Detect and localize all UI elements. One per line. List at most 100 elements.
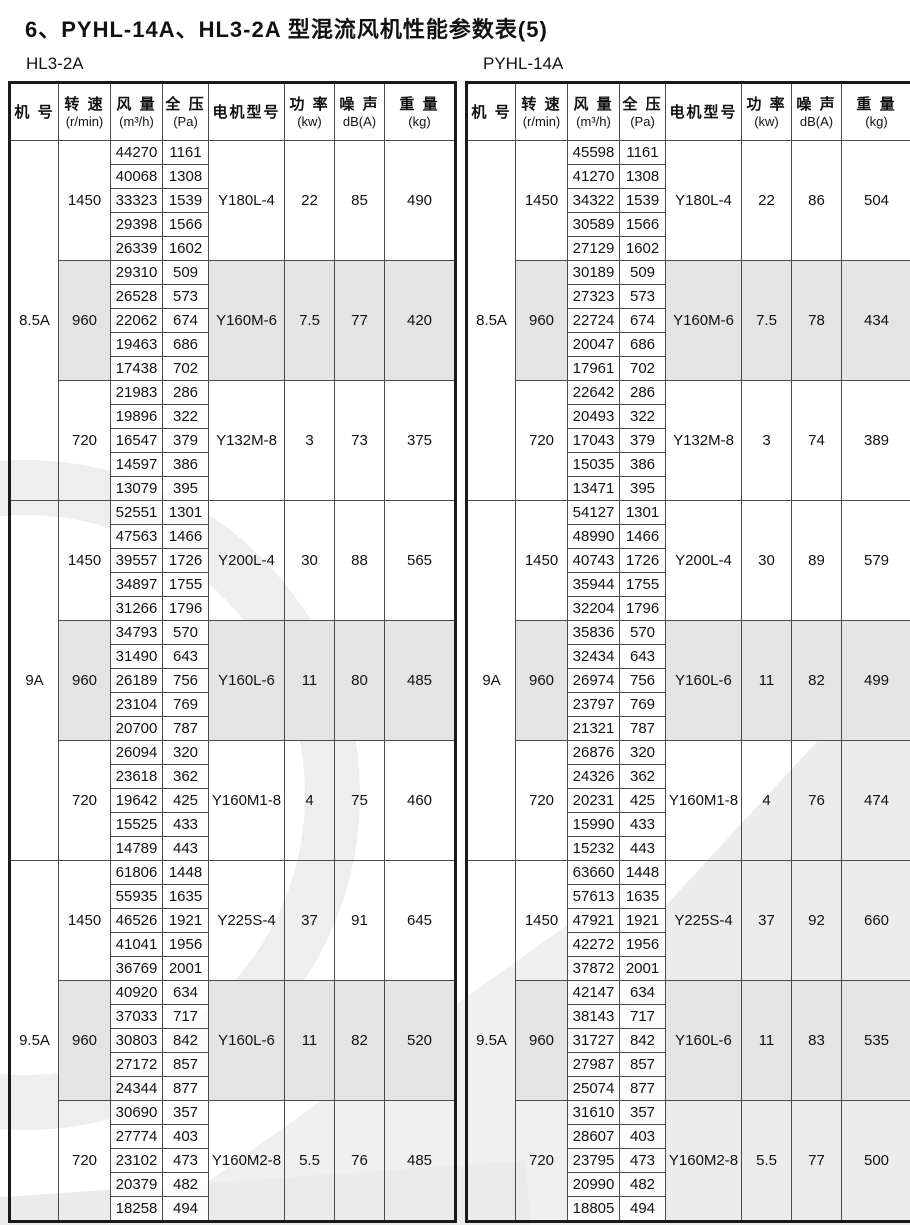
flow-cell: 23797 xyxy=(567,692,620,717)
flow-cell: 27774 xyxy=(110,1124,163,1149)
table-body: 8.5A 1450 45598 1161 Y180L-4 22 86 504 41270 1308… xyxy=(466,140,910,1222)
col-header-title: 重 量 xyxy=(856,96,897,113)
pressure-cell: 433 xyxy=(619,812,666,837)
weight-cell: 660 xyxy=(841,860,910,981)
pressure-cell: 1161 xyxy=(619,140,666,165)
table-row: 15232 443 xyxy=(467,836,910,861)
flow-cell: 21983 xyxy=(110,380,163,405)
speed-cell: 720 xyxy=(58,380,111,501)
pressure-cell: 494 xyxy=(162,1196,209,1222)
table-row: 8.5A 1450 45598 1161 Y180L-4 22 86 504 xyxy=(466,140,910,501)
pressure-cell: 286 xyxy=(619,380,666,405)
pressure-cell: 877 xyxy=(162,1076,209,1101)
pressure-cell: 2001 xyxy=(162,956,209,981)
machine-cell: 9A xyxy=(9,500,59,861)
col-header-title: 风 量 xyxy=(573,96,614,113)
flow-cell: 40920 xyxy=(110,980,163,1005)
pressure-cell: 787 xyxy=(619,716,666,741)
table-row: 15035 386 xyxy=(467,452,910,477)
flow-cell: 27987 xyxy=(567,1052,620,1077)
flow-cell: 13471 xyxy=(567,476,620,501)
pressure-cell: 643 xyxy=(162,644,209,669)
pressure-cell: 320 xyxy=(162,740,209,765)
pressure-cell: 509 xyxy=(162,260,209,285)
pressure-cell: 425 xyxy=(162,788,209,813)
power-cell: 37 xyxy=(284,860,335,981)
col-header-title: 转 速 xyxy=(521,96,562,113)
flow-cell: 42147 xyxy=(567,980,620,1005)
flow-cell: 55935 xyxy=(110,884,163,909)
table-row: 16547 379 xyxy=(10,428,456,453)
col-header-title: 噪 声 xyxy=(796,96,837,113)
col-header-weight: 重 量 (kg) xyxy=(384,82,456,141)
col-header-air-flow: 风 量 (m³/h) xyxy=(110,82,163,141)
col-header-machine-no: 机 号 xyxy=(9,82,59,141)
pressure-cell: 1755 xyxy=(619,572,666,597)
flow-cell: 29310 xyxy=(110,260,163,285)
speed-cell: 1450 xyxy=(58,140,111,261)
table-row: 18805 494 xyxy=(467,1196,910,1222)
table-row: 29398 1566 xyxy=(10,212,456,237)
table-row: 26528 573 xyxy=(10,284,456,309)
noise-cell: 76 xyxy=(334,1100,385,1222)
pressure-cell: 1956 xyxy=(619,932,666,957)
flow-cell: 47921 xyxy=(567,908,620,933)
flow-cell: 19896 xyxy=(110,404,163,429)
tables-row: HL3-2A 机 号转 速 (r/min) 风 量 (m³/h) 全 压 (Pa) 电机型号… xyxy=(0,52,910,1223)
col-header-title: 重 量 xyxy=(399,96,440,113)
power-cell: 37 xyxy=(741,860,792,981)
pressure-cell: 769 xyxy=(619,692,666,717)
table-row: 40068 1308 xyxy=(10,164,456,189)
motor-cell: Y180L-4 xyxy=(665,140,742,261)
pressure-cell: 1301 xyxy=(619,500,666,525)
table-row: 47921 1921 xyxy=(467,908,910,933)
pressure-cell: 357 xyxy=(619,1100,666,1125)
power-cell: 22 xyxy=(741,140,792,261)
page-title: 6、PYHL-14A、HL3-2A 型混流风机性能参数表(5) xyxy=(25,17,548,42)
pressure-cell: 320 xyxy=(619,740,666,765)
table-row: 24344 877 xyxy=(10,1076,456,1101)
table-row: 40743 1726 xyxy=(467,548,910,573)
speed-cell: 720 xyxy=(58,1100,111,1222)
table-row: 720 30690 357 Y160M2-8 5.5 76 485 xyxy=(10,1100,456,1222)
pressure-cell: 573 xyxy=(162,284,209,309)
pressure-cell: 379 xyxy=(162,428,209,453)
flow-cell: 18805 xyxy=(567,1196,620,1222)
pressure-cell: 1448 xyxy=(162,860,209,885)
table-row: 720 26094 320 Y160M1-8 4 75 460 xyxy=(10,740,456,861)
machine-cell: 8.5A xyxy=(9,140,59,501)
pressure-cell: 1796 xyxy=(619,596,666,621)
table-row: 38143 717 xyxy=(467,1004,910,1029)
motor-cell: Y132M-8 xyxy=(208,380,285,501)
power-cell: 3 xyxy=(741,380,792,501)
table-row: 720 22642 286 Y132M-8 3 74 389 xyxy=(467,380,910,501)
table-row: 26974 756 xyxy=(467,668,910,693)
table-row: 960 29310 509 Y160M-6 7.5 77 420 xyxy=(10,260,456,381)
flow-cell: 20047 xyxy=(567,332,620,357)
table-row: 36769 2001 xyxy=(10,956,456,981)
flow-cell: 22642 xyxy=(567,380,620,405)
power-cell: 11 xyxy=(741,980,792,1101)
noise-cell: 82 xyxy=(791,620,842,741)
power-cell: 11 xyxy=(284,620,335,741)
motor-cell: Y200L-4 xyxy=(208,500,285,621)
table-row: 960 35836 570 Y160L-6 11 82 499 xyxy=(467,620,910,741)
flow-cell: 17961 xyxy=(567,356,620,381)
weight-cell: 535 xyxy=(841,980,910,1101)
noise-cell: 86 xyxy=(791,140,842,261)
table-row: 23795 473 xyxy=(467,1148,910,1173)
pressure-cell: 1466 xyxy=(619,524,666,549)
power-cell: 30 xyxy=(741,500,792,621)
table-row: 31490 643 xyxy=(10,644,456,669)
pressure-cell: 494 xyxy=(619,1196,666,1222)
flow-cell: 30589 xyxy=(567,212,620,237)
flow-cell: 23104 xyxy=(110,692,163,717)
table-row: 55935 1635 xyxy=(10,884,456,909)
flow-cell: 31610 xyxy=(567,1100,620,1125)
flow-cell: 20990 xyxy=(567,1172,620,1197)
flow-cell: 15990 xyxy=(567,812,620,837)
motor-cell: Y160L-6 xyxy=(665,980,742,1101)
flow-cell: 31266 xyxy=(110,596,163,621)
pressure-cell: 674 xyxy=(619,308,666,333)
col-header-title: 电机型号 xyxy=(212,103,281,121)
